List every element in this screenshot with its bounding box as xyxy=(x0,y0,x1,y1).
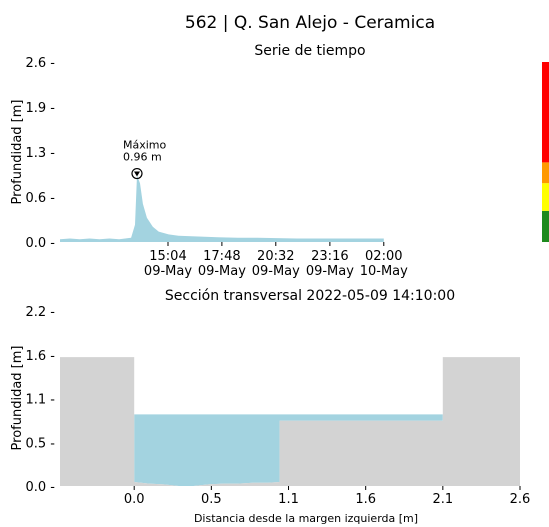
time-series-ylabel: Profundidad [m] xyxy=(10,100,25,205)
time-series-subtitle: Serie de tiempo xyxy=(254,43,365,59)
cross-section-subtitle: Sección transversal 2022-05-09 14:10:00 xyxy=(165,288,455,304)
depth-series-area xyxy=(60,175,384,242)
maximum-value: 0.96 m xyxy=(123,151,162,164)
x-tick-label: 1.1 xyxy=(278,492,299,507)
level-bar-segment xyxy=(542,162,549,184)
figure-title: 562 | Q. San Alejo - Ceramica xyxy=(185,13,435,33)
y-tick-label: 0.5 - xyxy=(26,436,56,451)
y-tick-label: 1.9 - xyxy=(26,101,56,116)
y-tick-label: 1.6 - xyxy=(26,349,56,364)
x-tick-label: 0.5 xyxy=(201,492,222,507)
y-tick-label: 2.6 - xyxy=(26,56,56,71)
y-tick-label: 2.2 - xyxy=(26,305,56,320)
cross-section-xlabel: Distancia desde la margen izquierda [m] xyxy=(194,512,418,525)
x-tick-label: 2.6 xyxy=(510,492,531,507)
y-tick-label: 0.0 - xyxy=(26,236,56,251)
maximum-marker-triangle xyxy=(133,171,140,177)
x-tick-date: 09-May xyxy=(144,264,192,279)
level-bar-segment xyxy=(542,210,549,242)
maximum-label: Máximo xyxy=(123,139,167,152)
x-tick-time: 23:16 xyxy=(311,249,348,264)
maximum-marker xyxy=(131,167,143,180)
level-bar-segment xyxy=(542,62,549,163)
level-bar-segment xyxy=(542,183,549,211)
cross-section-chart: Sección transversal 2022-05-09 14:10:00 … xyxy=(10,288,530,525)
x-tick-date: 09-May xyxy=(198,264,246,279)
cross-section-ylabel: Profundidad [m] xyxy=(10,346,25,451)
time-series-chart: Serie de tiempo Profundidad [m] 0.0 - 0.6… xyxy=(10,43,549,279)
x-tick-label: 2.1 xyxy=(432,492,453,507)
x-tick-label: 0.0 xyxy=(124,492,145,507)
y-tick-label: 1.3 - xyxy=(26,146,56,161)
channel-ground xyxy=(60,357,520,486)
x-tick-time: 02:00 xyxy=(365,249,402,264)
y-tick-label: 1.1 - xyxy=(26,393,56,408)
x-tick-date: 10-May xyxy=(360,264,408,279)
y-tick-label: 0.6 - xyxy=(26,191,56,206)
x-tick-time: 15:04 xyxy=(149,249,186,264)
x-tick-label: 1.6 xyxy=(355,492,376,507)
water-area xyxy=(60,414,520,486)
x-tick-time: 20:32 xyxy=(257,249,294,264)
x-tick-date: 09-May xyxy=(306,264,354,279)
y-tick-label: 0.0 - xyxy=(26,480,56,495)
x-tick-date: 09-May xyxy=(252,264,300,279)
x-tick-time: 17:48 xyxy=(203,249,240,264)
